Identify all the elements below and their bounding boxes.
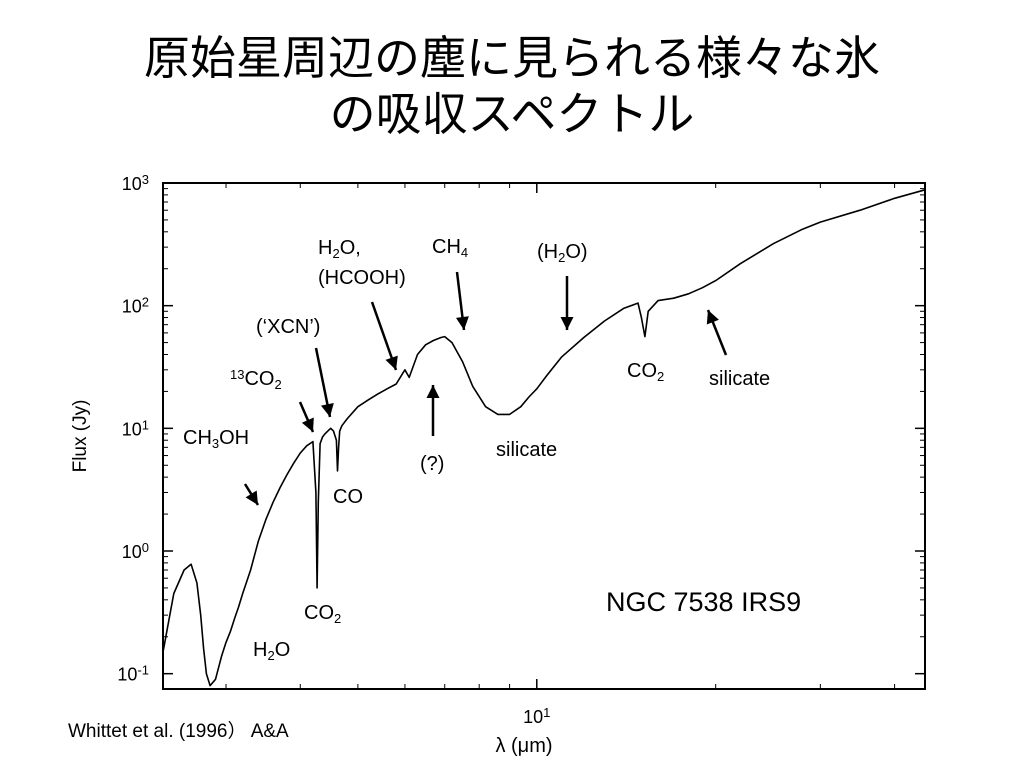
y-tick-label: 101 <box>122 417 149 439</box>
x-tick-label: 101 <box>523 705 550 727</box>
annotation-label: 13CO2 <box>230 367 282 392</box>
annotation-label: (‘XCN’) <box>256 316 320 338</box>
y-tick-label: 102 <box>122 295 149 317</box>
y-axis-label: Flux (Jy) <box>70 400 91 473</box>
annotation-arrowhead <box>385 355 398 370</box>
y-tick-label: 103 <box>122 172 149 194</box>
annotation-label: (H2O) <box>537 241 588 265</box>
annotation-label: H2O <box>253 639 290 663</box>
annotation-arrowhead <box>301 417 314 432</box>
object-label: NGC 7538 IRS9 <box>606 587 801 617</box>
annotation-label: CH3OH <box>183 427 249 451</box>
y-tick-label: 10-1 <box>117 663 149 685</box>
annotation-arrowhead <box>560 317 574 330</box>
annotation-label: CO2 <box>627 360 664 384</box>
x-axis-label: λ (μm) <box>495 735 552 757</box>
slide-title-line-1: 原始星周辺の塵に見られる様々な氷 <box>144 31 880 85</box>
annotation-label: CO <box>333 486 363 508</box>
citation: Whittet et al. (1996） A&A <box>68 721 289 742</box>
annotation-label: silicate <box>709 368 770 390</box>
annotation-arrowhead <box>456 316 469 330</box>
spectrum-line <box>162 189 926 687</box>
annotation-label: silicate <box>496 439 557 461</box>
annotation-label: CO2 <box>304 602 341 626</box>
annotation-label: (HCOOH) <box>318 267 406 289</box>
slide-title: 原始星周辺の塵に見られる様々な氷 の吸収スペクトル <box>0 30 1024 142</box>
annotation-label: H2O, <box>318 237 361 261</box>
y-tick-label: 100 <box>122 540 149 562</box>
annotation-arrowhead <box>245 490 258 505</box>
plot-frame <box>162 182 926 690</box>
annotation-arrowhead <box>426 385 440 398</box>
slide-title-line-2: の吸収スペクトル <box>329 87 695 141</box>
annotation-arrowhead <box>321 403 334 417</box>
annotation-label: CH4 <box>432 236 468 260</box>
annotation-label: (?) <box>420 453 444 475</box>
annotation-arrowhead <box>706 310 719 325</box>
